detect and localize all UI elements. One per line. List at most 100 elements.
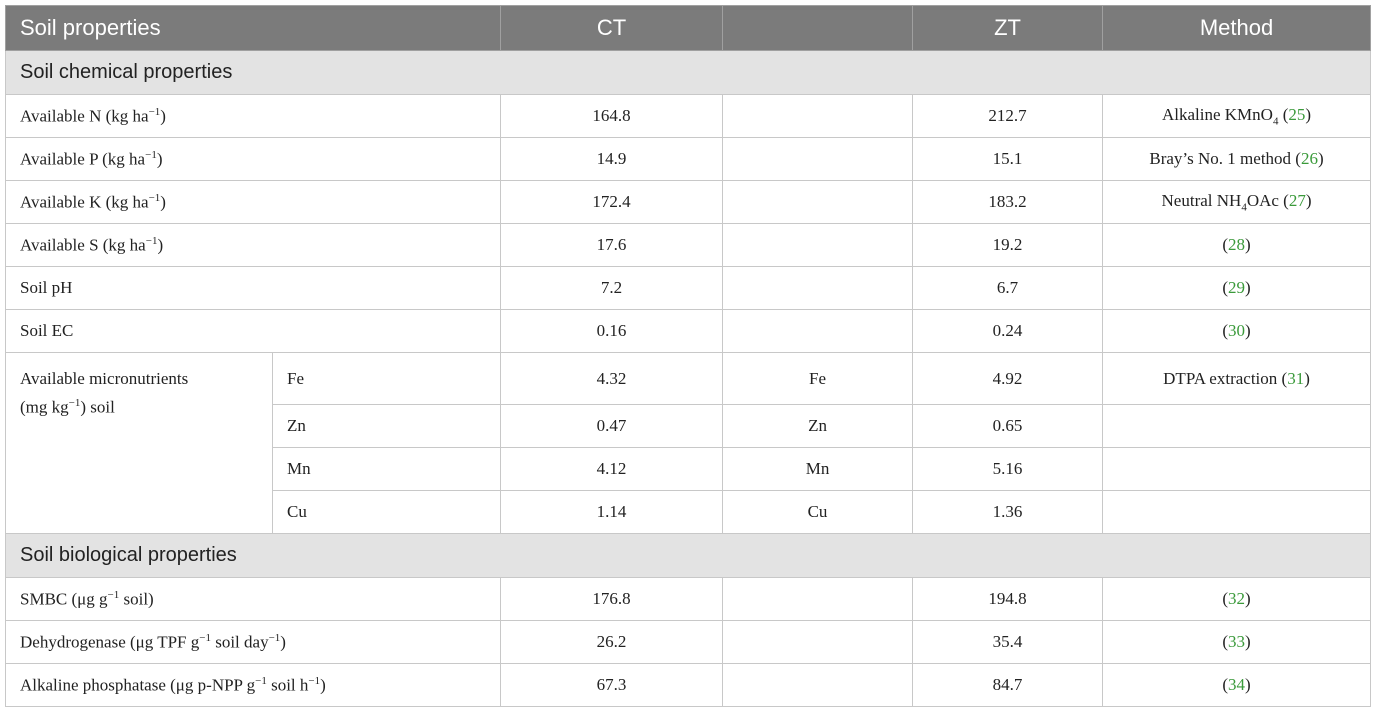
text: Available K (kg ha: [20, 192, 149, 212]
text: soil): [119, 589, 154, 609]
empty-cell: [722, 266, 914, 310]
text: Bray’s No. 1 method (: [1149, 149, 1301, 168]
method-cell: (30): [1102, 309, 1372, 353]
empty-cell: [722, 180, 914, 224]
text: ): [160, 106, 166, 126]
element-cell: Fe: [271, 352, 502, 405]
element-cell: Fe: [722, 352, 914, 405]
element-cell: Mn: [271, 447, 502, 491]
text: Available S (kg ha: [20, 235, 146, 255]
data-row: Available K (kg ha−1) 172.4 183.2 Neutral N…: [4, 180, 1372, 224]
ct-cell: 67.3: [500, 663, 724, 707]
property-cell: Available S (kg ha−1): [4, 223, 502, 267]
header-cell: [722, 5, 914, 51]
zt-cell: 0.24: [912, 309, 1104, 353]
text: Alkaline phosphatase (μg p-NPP g: [20, 675, 256, 695]
ct-cell: 172.4: [500, 180, 724, 224]
zt-cell: 35.4: [912, 620, 1104, 664]
header-cell: Soil properties: [4, 5, 502, 51]
method-cell: (34): [1102, 663, 1372, 707]
text: ): [1304, 368, 1310, 388]
data-row: Available N (kg ha−1) 164.8 212.7 Alkaline …: [4, 94, 1372, 138]
text: Soil pH: [20, 278, 73, 297]
micronutrient-row: Mn 4.12 Mn 5.16: [6, 447, 1372, 491]
element-cell: Cu: [271, 490, 502, 534]
text: (: [1222, 632, 1229, 651]
label-line: Available micronutrients: [20, 367, 258, 391]
data-row: Available S (kg ha−1) 17.6 19.2 (28): [4, 223, 1372, 267]
zt-cell: 5.16: [912, 447, 1104, 491]
superscript: −1: [255, 674, 267, 687]
method-cell: [1102, 404, 1372, 448]
empty-cell: [722, 663, 914, 707]
reference: 26: [1300, 149, 1318, 168]
label-line: (mg kg−1) soil: [20, 391, 258, 420]
data-row: Soil pH 7.2 6.7 (29): [4, 266, 1372, 310]
reference: 30: [1228, 321, 1246, 340]
ct-cell: 0.16: [500, 309, 724, 353]
property-cell: Available K (kg ha−1): [4, 180, 502, 224]
micronutrient-row: Available micronutrients (mg kg−1) soil Fe…: [5, 352, 1372, 534]
superscript: −1: [268, 631, 281, 644]
section-row: Soil chemical properties: [4, 50, 1372, 95]
property-cell: Soil pH: [4, 266, 502, 310]
text: (mg kg: [20, 397, 69, 417]
ct-cell: 26.2: [500, 620, 724, 664]
data-row: SMBC (μg g−1 soil) 176.8 194.8 (32): [4, 577, 1372, 621]
zt-cell: 6.7: [912, 266, 1104, 310]
superscript: −1: [148, 105, 161, 118]
data-row: Available P (kg ha−1) 14.9 15.1 Bray’s No. …: [4, 137, 1372, 181]
table-body: Soil properties CT ZT Method Soil chemical p…: [4, 5, 1372, 707]
superscript: −1: [68, 397, 81, 409]
zt-cell: 15.1: [912, 137, 1104, 181]
method-cell: Alkaline KMnO4 (25): [1102, 94, 1372, 138]
element-cell: Zn: [722, 404, 914, 448]
text: (: [1222, 589, 1229, 608]
micronutrient-row: Cu 1.14 Cu 1.36: [6, 490, 1372, 534]
text: Available N (kg ha: [20, 106, 149, 126]
text: ): [1305, 190, 1312, 210]
empty-cell: [722, 309, 914, 353]
text: ): [160, 192, 166, 212]
text: Available P (kg ha: [20, 149, 146, 169]
superscript: −1: [145, 148, 157, 161]
table: Soil properties CT ZT Method Soil chemical p…: [4, 5, 1372, 707]
element-cell: Zn: [271, 404, 502, 448]
text: (: [1278, 104, 1289, 124]
element-cell: Cu: [722, 490, 914, 534]
text: ): [1245, 632, 1251, 651]
ct-cell: 176.8: [500, 577, 724, 621]
ct-cell: 17.6: [500, 223, 724, 267]
method-cell: [1102, 447, 1372, 491]
text: ): [1245, 235, 1251, 254]
reference: 29: [1228, 278, 1246, 297]
empty-cell: [722, 620, 914, 664]
property-cell: Available P (kg ha−1): [4, 137, 502, 181]
property-cell: SMBC (μg g−1 soil): [4, 577, 502, 621]
text: (: [1222, 675, 1229, 694]
method-cell: (33): [1102, 620, 1372, 664]
text: OAc (: [1246, 190, 1289, 210]
zt-cell: 212.7: [912, 94, 1104, 138]
empty-cell: [722, 223, 914, 267]
superscript: −1: [199, 631, 211, 644]
superscript: −1: [148, 191, 161, 204]
text: (: [1222, 235, 1229, 254]
method-cell: (32): [1102, 577, 1372, 621]
element-cell: Mn: [722, 447, 914, 491]
reference: 31: [1287, 368, 1305, 388]
zt-cell: 19.2: [912, 223, 1104, 267]
data-row: Alkaline phosphatase (μg p-NPP g−1 soil …: [4, 663, 1372, 707]
reference: 33: [1228, 632, 1246, 651]
data-row: Dehydrogenase (μg TPF g−1 soil day−1) 26.…: [4, 620, 1372, 664]
ct-cell: 1.14: [500, 490, 724, 534]
reference: 27: [1288, 190, 1306, 210]
method-cell: [1102, 490, 1372, 534]
section-title: Soil chemical properties: [4, 50, 1372, 95]
subscript: 4: [1272, 115, 1279, 128]
text: ): [1245, 321, 1251, 340]
data-row: Soil EC 0.16 0.24 (30): [4, 309, 1372, 353]
header-cell: ZT: [912, 5, 1104, 51]
property-cell: Dehydrogenase (μg TPF g−1 soil day−1): [4, 620, 502, 664]
ct-cell: 14.9: [500, 137, 724, 181]
